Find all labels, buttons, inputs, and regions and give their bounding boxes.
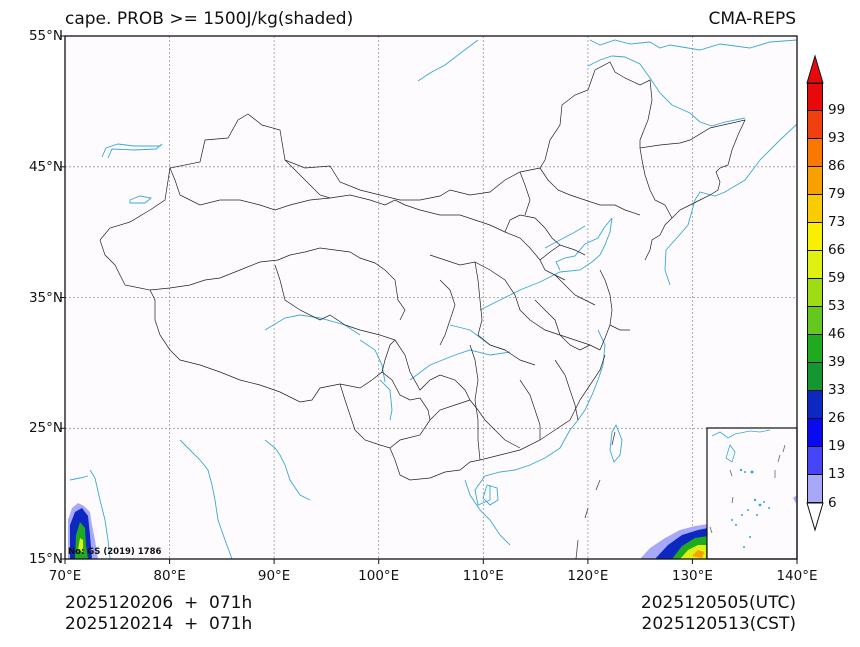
lat-label-55: 55°N [28,28,63,44]
colorbar-label: 86 [828,158,846,174]
colorbar-label: 46 [828,326,846,342]
colorbar-segment [807,111,823,139]
colorbar-segment [807,419,823,447]
colorbar-segment [807,335,823,363]
graticule [65,36,797,559]
colorbar-segment [807,167,823,195]
colorbar-label: 66 [828,242,846,258]
colorbar-segment [807,279,823,307]
colorbar-label: 33 [828,382,846,398]
colorbar-segment [807,83,823,111]
lon-label-70: 70°E [48,568,82,584]
lat-label-35: 35°N [28,290,63,306]
coastlines [69,39,798,560]
colorbar-label: 53 [828,298,846,314]
lat-label-45: 45°N [28,159,63,175]
lat-label-25: 25°N [28,420,63,436]
colorbar-segment [807,139,823,167]
map-title: cape. PROB >= 1500J/kg(shaded) [65,9,354,29]
colorbar-segment [807,363,823,391]
shaded-probability [68,503,708,559]
init-time-line-1: 2025120206 + 071h [65,593,253,613]
map-review-number: No: GS (2019) 1786 [68,547,162,557]
lon-label-140: 140°E [776,568,818,584]
colorbar-label: 59 [828,270,846,286]
colorbar-label: 73 [828,214,846,230]
valid-time-cst: 2025120513(CST) [641,614,796,634]
valid-time-utc: 2025120505(UTC) [640,593,796,613]
colorbar-segment [807,223,823,251]
boundaries [99,61,746,481]
colorbar-segment [807,447,823,475]
lon-label-80: 80°E [153,568,186,584]
colorbar-under-arrow [806,502,824,532]
colorbar-segment [807,307,823,335]
colorbar-label: 99 [828,102,846,118]
south-china-sea-inset [706,427,798,560]
colorbar-label: 19 [828,438,846,454]
init-time-line-2: 2025120214 + 071h [65,614,253,634]
island-markers [575,431,616,560]
colorbar-label: 6 [828,495,837,511]
colorbar-label: 26 [828,410,846,426]
lon-label-130: 130°E [671,568,713,584]
colorbar-segment [807,251,823,279]
axis-ticks [60,35,798,564]
colorbar-label: 13 [828,466,846,482]
colorbar-over-arrow [806,54,824,84]
lon-label-110: 110°E [462,568,504,584]
colorbar-label: 93 [828,130,846,146]
lon-label-100: 100°E [358,568,400,584]
colorbar-label: 39 [828,354,846,370]
model-name: CMA-REPS [708,9,796,29]
lon-label-90: 90°E [257,568,291,584]
colorbar-label: 79 [828,186,846,202]
colorbar-segment [807,195,823,223]
colorbar-segment [807,475,823,503]
colorbar-segment [807,391,823,419]
lat-label-15: 15°N [28,551,63,567]
lon-label-120: 120°E [567,568,609,584]
